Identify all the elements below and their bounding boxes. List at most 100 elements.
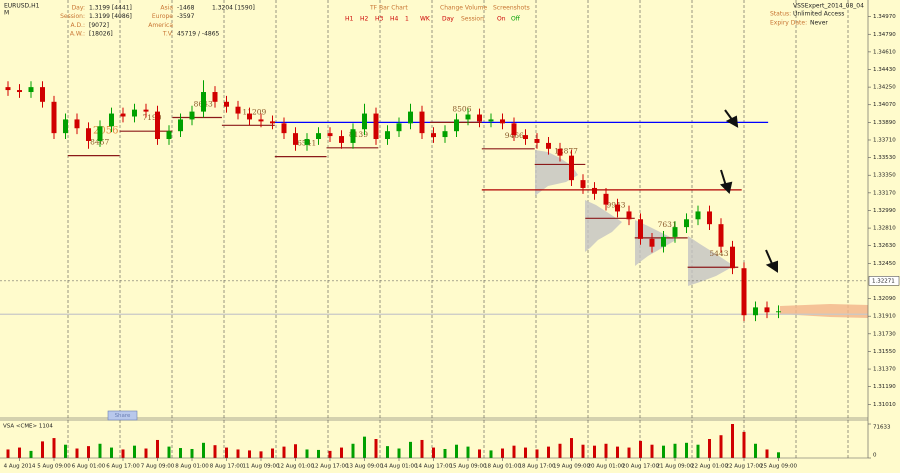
candle-body	[339, 136, 344, 143]
x-tick-label: 19 Aug 09:00	[553, 464, 591, 470]
volume-bar	[167, 446, 171, 458]
volume-bar	[570, 438, 573, 458]
volume-bar	[179, 448, 182, 458]
volume-bar	[110, 447, 113, 458]
candle-body	[97, 126, 103, 141]
candle-body	[120, 113, 126, 117]
candle-body	[143, 109, 149, 112]
tf-button[interactable]: WK	[420, 16, 431, 23]
candle-body	[500, 119, 505, 124]
volume-bar	[121, 449, 125, 458]
arrow-head	[720, 181, 733, 194]
candle-body	[166, 131, 172, 140]
volume-tick-label: 0	[873, 453, 877, 459]
profile-label: 7190	[142, 113, 161, 122]
y-tick-label: 1.33170	[873, 190, 896, 196]
tf-button[interactable]: 1	[405, 16, 409, 23]
x-tick-label: 25 Aug 09:00	[760, 464, 798, 470]
arrows	[720, 109, 778, 273]
candle-body	[419, 111, 425, 134]
candle-body	[649, 238, 655, 247]
candle-body	[362, 113, 367, 130]
stat-label: Session:	[60, 13, 85, 20]
share-button-label[interactable]: Share	[115, 413, 131, 419]
candle-body	[764, 307, 770, 313]
candle-body	[592, 187, 597, 194]
x-tick-label: 8 Aug 17:00	[210, 464, 244, 470]
candle-body	[293, 133, 298, 145]
volume-bar	[133, 445, 136, 458]
volume-bar	[535, 449, 539, 458]
candle-body	[316, 133, 321, 140]
volume-bar	[64, 444, 67, 458]
volume-bar	[351, 443, 355, 458]
candle-body	[569, 155, 574, 181]
session-label: America	[148, 22, 173, 29]
volume-bar	[52, 438, 56, 458]
candle-body	[603, 193, 609, 205]
histogram	[535, 150, 578, 196]
x-tick-label: 22 Aug 01:00	[691, 464, 729, 470]
volume-bar	[271, 448, 274, 458]
candle-body	[615, 204, 620, 212]
candle-body	[304, 139, 310, 145]
volume-bar	[432, 447, 435, 458]
x-tick-label: 18 Aug 17:00	[518, 464, 556, 470]
share-button[interactable]: Share	[107, 410, 138, 421]
y-tick-label: 1.33890	[873, 120, 896, 126]
x-tick-label: 12 Aug 01:00	[277, 464, 315, 470]
candle-body	[454, 119, 459, 132]
x-tick-label: 8 Aug 01:00	[175, 464, 209, 470]
volume-bar	[650, 444, 654, 458]
candle-body	[707, 211, 712, 225]
x-tick-label: 12 Aug 17:00	[311, 464, 349, 470]
tf-button[interactable]: H4	[390, 16, 399, 23]
y-tick-label: 1.32990	[873, 208, 896, 214]
volume-bar	[144, 448, 148, 458]
volume-bar	[420, 439, 424, 458]
profile-label: 12877	[554, 146, 578, 155]
candle-body	[730, 246, 735, 269]
volume-bar	[685, 442, 688, 458]
stat-label: A.D.:	[71, 22, 85, 29]
x-tick-label: 7 Aug 09:00	[141, 464, 175, 470]
status-label: Status:	[770, 11, 791, 18]
volume-bar	[754, 443, 757, 458]
stat-value: [18026]	[89, 31, 113, 38]
y-tick-label: 1.34790	[873, 32, 896, 38]
x-tick-label: 14 Aug 17:00	[415, 464, 453, 470]
histogram	[688, 236, 734, 286]
ss-button[interactable]: Off	[511, 16, 521, 23]
x-tick-label: 11 Aug 09:00	[242, 464, 280, 470]
volume-bar	[512, 445, 516, 458]
volume-bar	[455, 444, 458, 458]
stat-value: [9072]	[89, 22, 109, 29]
tf-button[interactable]: H1	[345, 16, 354, 23]
cv-button[interactable]: Session	[461, 16, 484, 23]
share-button-box[interactable]	[107, 410, 138, 421]
tf-button[interactable]: H2	[360, 16, 369, 23]
current-price-label: 1.32271	[872, 278, 895, 284]
volume-bar	[236, 449, 240, 458]
candle-body	[477, 114, 482, 122]
session-label: Asia	[160, 5, 173, 12]
ss-button[interactable]: On	[497, 16, 506, 23]
x-tick-label: 6 Aug 01:00	[72, 464, 106, 470]
candle-body	[408, 111, 413, 124]
plot: 8467719086431120965418139850694661287799…	[0, 80, 868, 458]
volume-bar	[742, 431, 746, 458]
volume-bar	[478, 449, 481, 458]
y-tick-label: 1.32090	[873, 296, 896, 302]
candle-body	[17, 90, 22, 93]
candle-body	[741, 268, 747, 316]
stat-value: 1.3199 [4086]	[89, 13, 132, 20]
candle-body	[51, 101, 57, 134]
y-tick-label: 1.33350	[873, 173, 896, 179]
candle-body	[212, 92, 218, 102]
volume-tick-label: 71633	[873, 425, 891, 431]
cv-button[interactable]: Day	[442, 16, 454, 23]
candle-body	[661, 236, 666, 247]
tf-button[interactable]: H3	[375, 16, 384, 23]
